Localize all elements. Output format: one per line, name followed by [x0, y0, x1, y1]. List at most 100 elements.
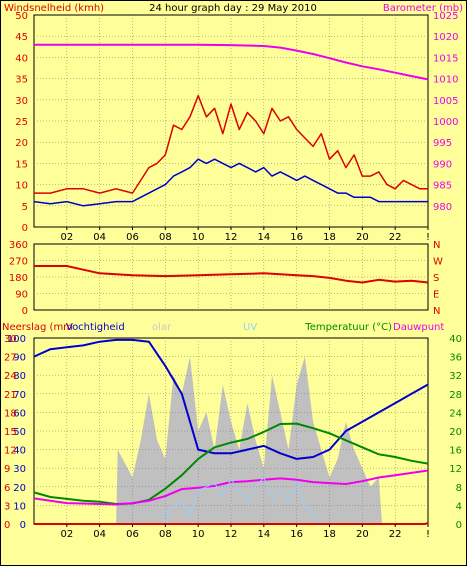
temperature-tick-label: 28 [449, 390, 462, 401]
temperature-tick-label: 20 [449, 427, 462, 438]
temperature-tick-label: 40 [449, 334, 462, 345]
humidity-tick-label: 0 [20, 520, 26, 531]
wind-tick-label: 30 [15, 96, 28, 107]
x-tick-label: 04 [93, 529, 106, 540]
humidity-tick-label: 100 [7, 334, 26, 345]
rain-tick-label: 15 [4, 427, 17, 438]
wind-line [33, 158, 428, 207]
uv-line [34, 477, 428, 525]
wind-direction-line [34, 265, 429, 284]
temperature-tick-label: 12 [449, 464, 462, 475]
x-tick-label: 16 [290, 232, 303, 243]
wind-tick-label: 15 [15, 159, 28, 170]
x-tick-label: 16 [290, 529, 303, 540]
wind-tick-label: 45 [15, 32, 28, 43]
wind-tick-label: 40 [15, 53, 28, 64]
temperature-tick-label: 32 [449, 371, 462, 382]
baro-tick-label: 1025 [433, 11, 458, 22]
humidity-tick-label: 30 [13, 464, 26, 475]
wind-baro-panel: 0510152025303540455098098599099510001005… [15, 11, 458, 243]
direction-tick-label: 360 [9, 240, 28, 251]
rain-tick-label: 27 [4, 353, 17, 364]
humidity-tick-label: 50 [13, 427, 26, 438]
x-tick-label: 20 [356, 232, 369, 243]
rain-tick-label: 30 [4, 334, 17, 345]
direction-tick-label: 0 [22, 306, 28, 317]
direction-tick-label: 180 [9, 273, 28, 284]
x-tick-label: 20 [356, 529, 369, 540]
x-tick-label: 04 [93, 232, 106, 243]
panel-labels: Windsnelheid (kmh) 24 hour graph day : 2… [2, 3, 463, 333]
compass-tick-label: S [433, 273, 439, 284]
rain-tick-label: 0 [4, 520, 10, 531]
dew-line [33, 469, 429, 506]
compass-tick-label: N [433, 240, 440, 251]
temperature-tick-label: 24 [449, 408, 462, 419]
rain-tick-label: 12 [4, 446, 17, 457]
solar-axis-label: olar [152, 322, 172, 333]
temperature-tick-label: 4 [456, 501, 462, 512]
temperature-tick-label: 8 [456, 483, 462, 494]
temperature-tick-label: 0 [456, 520, 462, 531]
x-tick-label: 18 [323, 529, 336, 540]
baro-tick-label: 985 [433, 181, 452, 192]
x-tick-label: 12 [225, 232, 238, 243]
baro-axis-label: Barometer (mb) [383, 3, 463, 14]
rain-axis-label: Neerslag (mm [2, 322, 73, 333]
x-tick-label: 18 [323, 232, 336, 243]
x-tick-label: 22 [389, 232, 402, 243]
baro-tick-label: 980 [433, 202, 452, 213]
x-tick-label: 22 [389, 529, 402, 540]
compass-tick-label: E [433, 290, 439, 301]
baro-line [34, 43, 429, 81]
temperature-tick-label: 16 [449, 446, 462, 457]
rain-tick-label: 21 [4, 390, 17, 401]
direction-tick-label: 90 [15, 290, 28, 301]
chart-title: 24 hour graph day : 29 May 2010 [149, 3, 317, 14]
wind-tick-label: 0 [22, 223, 28, 234]
gust-line [34, 94, 428, 194]
humidity-tick-label: 10 [13, 501, 26, 512]
wind-axis-label: Windsnelheid (kmh) [4, 3, 104, 14]
baro-tick-label: 1015 [433, 53, 458, 64]
humidity-tick-label: 80 [13, 371, 26, 382]
baro-tick-label: 995 [433, 138, 452, 149]
rain-tick-label: 6 [4, 483, 10, 494]
humidity-tick-label: 40 [13, 446, 26, 457]
humidity-tick-label: 90 [13, 353, 26, 364]
x-tick-label: 02 [60, 232, 73, 243]
rain-tick-label: 18 [4, 408, 17, 419]
hum-line [33, 338, 429, 460]
baro-tick-label: 1020 [433, 32, 458, 43]
temp-line [33, 422, 429, 505]
x-tick-label: ! [426, 529, 430, 540]
x-tick-label: ! [426, 232, 430, 243]
rain-tick-label: 3 [4, 501, 10, 512]
humidity-tick-label: 70 [13, 390, 26, 401]
rain-tick-label: 9 [4, 464, 10, 475]
humidity-tick-label: 20 [13, 483, 26, 494]
compass-tick-label: W [433, 257, 443, 268]
x-tick-label: 08 [159, 232, 172, 243]
temperature-tick-label: 36 [449, 353, 462, 364]
x-tick-label: 10 [192, 529, 205, 540]
compass-tick-label: N [433, 306, 440, 317]
wind-tick-label: 25 [15, 117, 28, 128]
dewpoint-axis-label: Dauwpunt [393, 322, 444, 333]
direction-tick-label: 270 [9, 257, 28, 268]
baro-tick-label: 990 [433, 159, 452, 170]
wind-tick-label: 5 [22, 202, 28, 213]
x-tick-label: 06 [126, 232, 139, 243]
climate-panel: 0102030405060708090100036912151821242730… [4, 334, 462, 540]
wind-tick-label: 10 [15, 181, 28, 192]
x-tick-label: 10 [192, 232, 205, 243]
x-tick-label: 02 [60, 529, 73, 540]
humidity-axis-label: Vochtigheid [66, 322, 125, 333]
baro-tick-label: 1000 [433, 117, 458, 128]
baro-tick-label: 1005 [433, 96, 458, 107]
baro-tick-label: 1010 [433, 75, 458, 86]
x-tick-label: 08 [159, 529, 172, 540]
wind-tick-label: 20 [15, 138, 28, 149]
